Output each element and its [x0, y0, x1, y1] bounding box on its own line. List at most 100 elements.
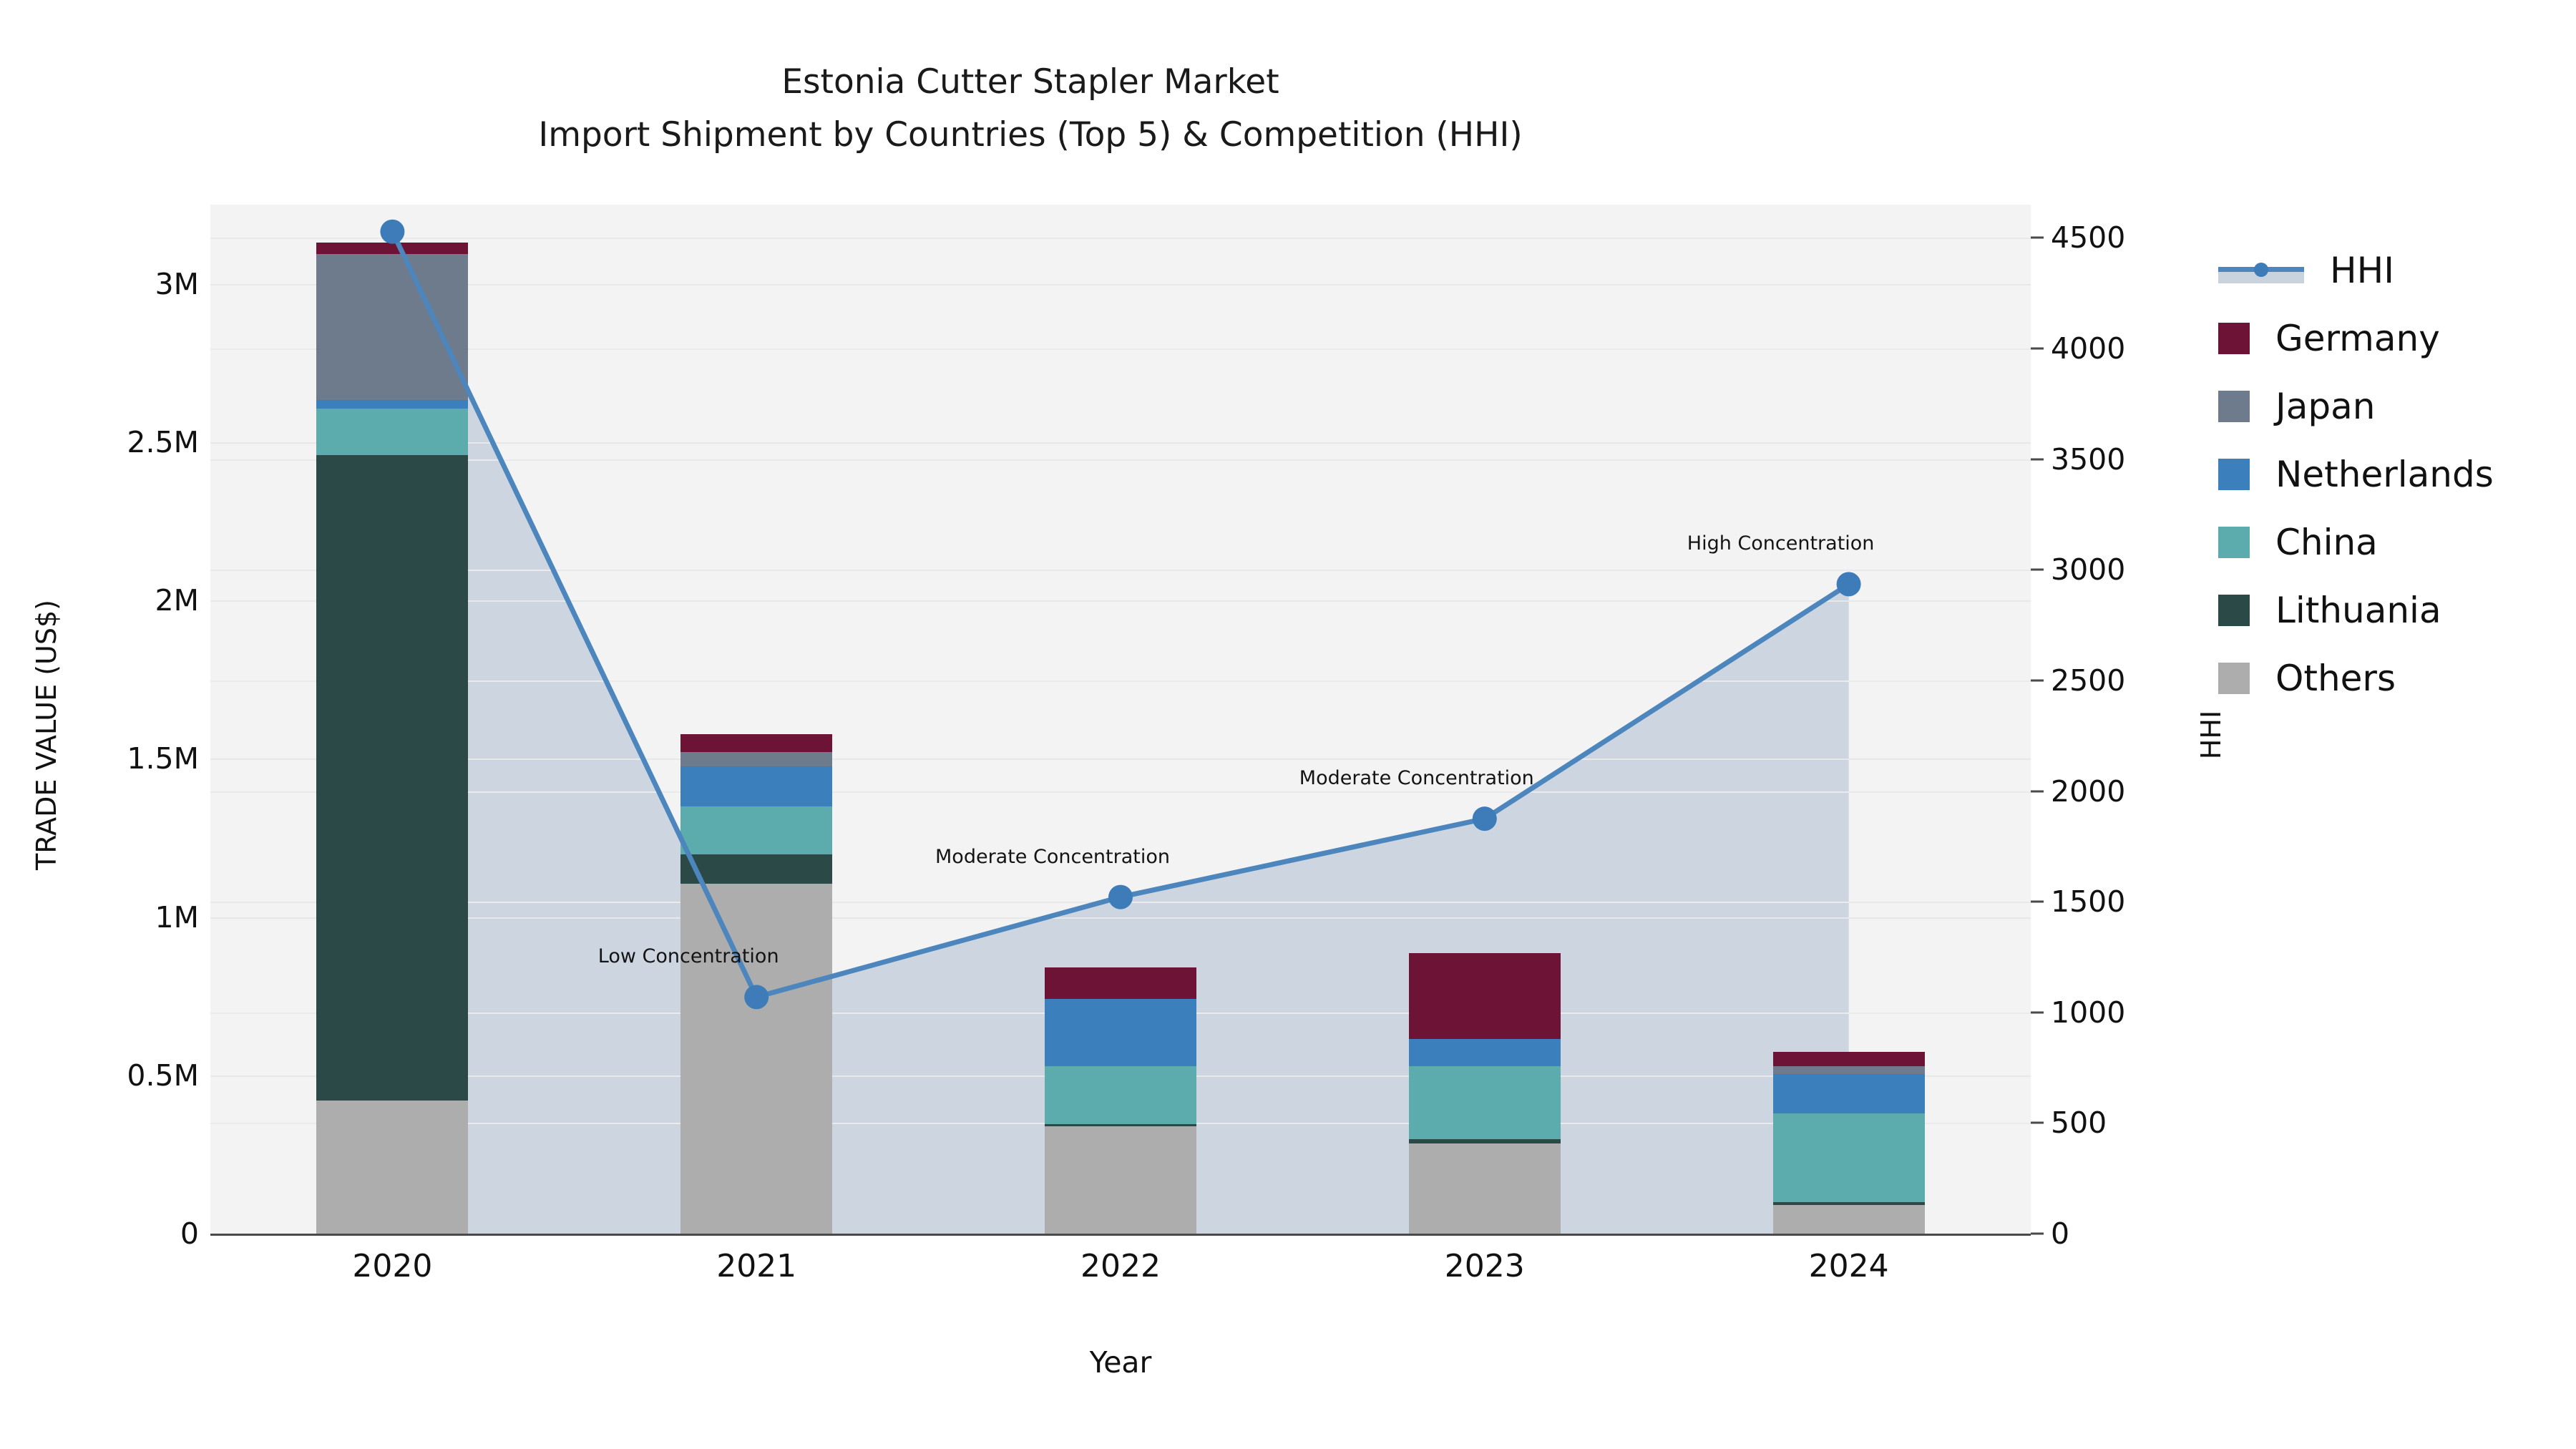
y-tick-right: 2500 [2051, 663, 2126, 698]
bar-group[interactable] [1772, 1051, 1925, 1234]
y-tick-right-mark [2031, 1232, 2044, 1235]
y-tick-left: 3M [155, 266, 199, 301]
legend-item-lithuania[interactable]: Lithuania [2218, 576, 2494, 644]
chart-title: Estonia Cutter Stapler Market Import Shi… [0, 56, 2061, 162]
x-tick-2021: 2021 [716, 1248, 797, 1284]
y-tick-right-mark [2031, 568, 2044, 571]
hhi-data-point[interactable] [1836, 572, 1861, 597]
y-tick-right-mark [2031, 236, 2044, 239]
bar-segment-others[interactable] [316, 1101, 469, 1234]
bar-group[interactable] [1408, 953, 1561, 1234]
y-tick-right: 4500 [2051, 220, 2126, 255]
bar-segment-lithuania[interactable] [1408, 1138, 1561, 1143]
gridline [210, 600, 2031, 602]
y-tick-right: 4000 [2051, 331, 2126, 366]
gridline [210, 348, 2031, 350]
bar-segment-lithuania[interactable] [1045, 1124, 1196, 1126]
gridline [210, 283, 2031, 286]
legend-item-netherlands[interactable]: Netherlands [2218, 440, 2494, 508]
bar-segment-germany[interactable] [1408, 953, 1561, 1039]
y-tick-right: 0 [2051, 1216, 2070, 1251]
bar-segment-china[interactable] [680, 806, 833, 854]
legend-swatch-icon [2218, 662, 2250, 694]
annotation-label: Moderate Concentration [935, 845, 1170, 868]
bar-segment-lithuania[interactable] [680, 854, 833, 884]
bar-segment-others[interactable] [1408, 1143, 1561, 1234]
hhi-data-point[interactable] [1108, 884, 1133, 909]
y-axis-left-label: TRADE VALUE (US$) [31, 600, 62, 870]
legend-line-icon [2218, 255, 2304, 286]
legend-item-label: China [2275, 521, 2378, 563]
bar-segment-netherlands[interactable] [316, 400, 469, 409]
bar-segment-japan[interactable] [316, 254, 469, 400]
bar-segment-china[interactable] [1772, 1113, 1925, 1203]
y-tick-right-mark [2031, 790, 2044, 792]
annotation-label: Moderate Concentration [1299, 767, 1534, 790]
annotation-label: Low Concentration [597, 945, 779, 968]
gridline [210, 441, 2031, 444]
y-tick-right-mark [2031, 900, 2044, 903]
legend-item-germany[interactable]: Germany [2218, 304, 2494, 372]
legend-item-china[interactable]: China [2218, 508, 2494, 576]
bar-segment-china[interactable] [1408, 1065, 1561, 1139]
legend-item-label: Others [2275, 657, 2396, 699]
bar-group[interactable] [680, 733, 833, 1234]
legend-item-others[interactable]: Others [2218, 644, 2494, 712]
bar-segment-netherlands[interactable] [1408, 1038, 1561, 1066]
bar-segment-others[interactable] [1772, 1205, 1925, 1234]
legend-item-japan[interactable]: Japan [2218, 372, 2494, 440]
hhi-polyline [390, 230, 1850, 1000]
gridline [210, 680, 2031, 682]
bar-segment-china[interactable] [1045, 1065, 1196, 1125]
bar-segment-germany[interactable] [316, 243, 469, 255]
legend-item-label: Lithuania [2275, 589, 2441, 631]
bar-group[interactable] [1045, 967, 1196, 1234]
bar-segment-germany[interactable] [1045, 967, 1196, 1000]
y-tick-left: 1.5M [127, 741, 199, 776]
y-tick-right: 2000 [2051, 774, 2126, 809]
bar-group[interactable] [316, 243, 469, 1234]
legend-swatch-icon [2218, 594, 2250, 626]
y-tick-right: 1000 [2051, 995, 2126, 1030]
y-tick-left: 2.5M [127, 424, 199, 459]
y-tick-right: 3000 [2051, 552, 2126, 587]
hhi-data-point[interactable] [380, 219, 405, 244]
annotation-label: High Concentration [1687, 532, 1875, 555]
bar-segment-germany[interactable] [1772, 1051, 1925, 1067]
x-tick-2020: 2020 [352, 1248, 433, 1284]
y-tick-right-mark [2031, 679, 2044, 682]
x-axis-line [210, 1234, 2031, 1236]
legend-swatch-icon [2218, 322, 2250, 354]
y-tick-left: 1M [155, 899, 199, 935]
bar-segment-japan[interactable] [680, 751, 833, 767]
legend-item-hhi[interactable]: HHI [2218, 236, 2494, 304]
bar-segment-germany[interactable] [680, 733, 833, 752]
x-tick-2023: 2023 [1444, 1248, 1525, 1284]
bar-segment-netherlands[interactable] [680, 766, 833, 807]
bar-segment-lithuania[interactable] [1772, 1202, 1925, 1206]
y-axis-line [209, 205, 211, 1235]
chart-title-line-2: Import Shipment by Countries (Top 5) & C… [538, 115, 1523, 155]
y-tick-right: 1500 [2051, 884, 2126, 919]
x-tick-2022: 2022 [1080, 1248, 1161, 1284]
bar-segment-others[interactable] [680, 884, 833, 1234]
x-axis-label: Year [1089, 1345, 1152, 1380]
bar-segment-netherlands[interactable] [1772, 1073, 1925, 1114]
bar-segment-others[interactable] [1045, 1126, 1196, 1234]
legend-swatch-icon [2218, 458, 2250, 490]
gridline [210, 791, 2031, 793]
y-tick-left: 0 [180, 1216, 199, 1251]
bar-segment-lithuania[interactable] [316, 454, 469, 1101]
bar-segment-china[interactable] [316, 409, 469, 455]
legend-item-label: Japan [2275, 385, 2376, 427]
bar-segment-japan[interactable] [1772, 1066, 1925, 1074]
y-tick-right-mark [2031, 1121, 2044, 1124]
bar-segment-netherlands[interactable] [1045, 999, 1196, 1066]
y-tick-right-mark [2031, 1011, 2044, 1014]
hhi-line [380, 219, 1861, 1010]
x-tick-2024: 2024 [1808, 1248, 1889, 1284]
hhi-data-point[interactable] [744, 985, 769, 1010]
hhi-data-point[interactable] [1472, 806, 1497, 831]
legend-item-label: HHI [2330, 249, 2394, 291]
